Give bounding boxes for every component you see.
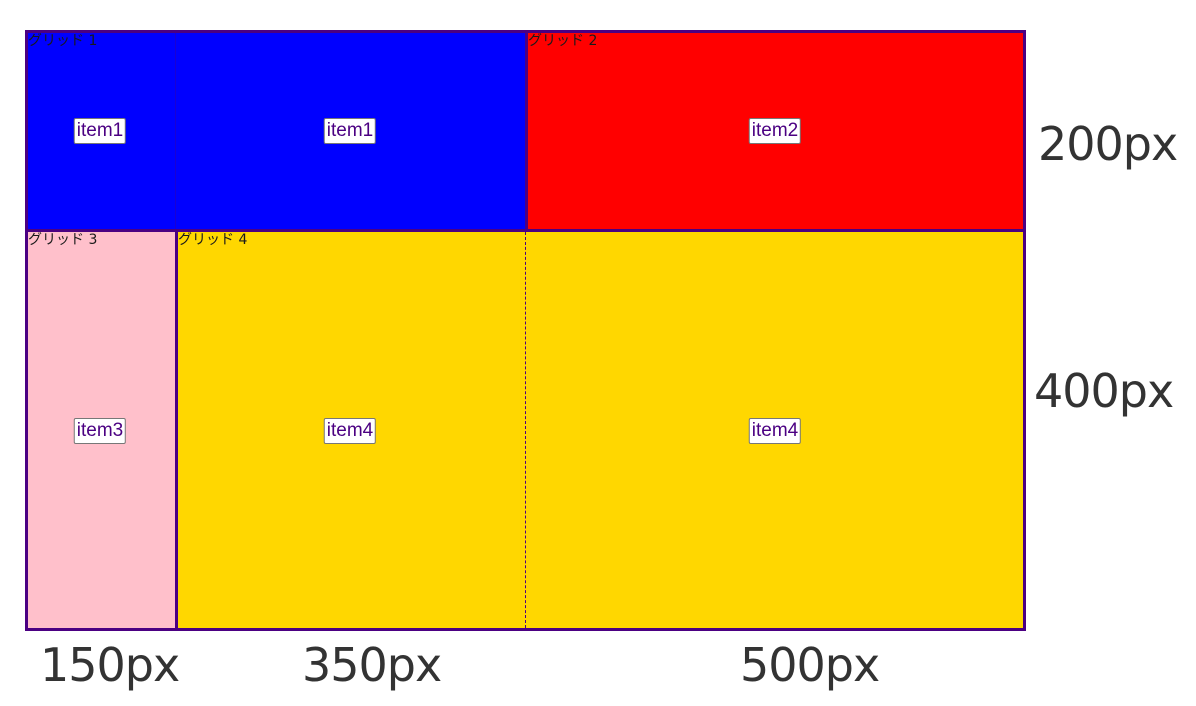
item-label-4: item4 — [748, 418, 802, 444]
item-label-2: item2 — [748, 118, 802, 144]
item-label-4: item4 — [323, 418, 377, 444]
grid-area-2-label: グリッド 2 — [528, 33, 598, 49]
grid-area-4-label: グリッド 4 — [178, 232, 248, 248]
grid-area-2: グリッド 2 — [525, 30, 1026, 232]
column-track-line — [175, 33, 176, 229]
grid-area-4: グリッド 4 — [175, 229, 1026, 631]
column-size-label: 350px — [302, 638, 442, 692]
grid-area-1-label: グリッド 1 — [28, 33, 98, 49]
item-label-3: item3 — [73, 418, 127, 444]
item-label-1: item1 — [73, 118, 127, 144]
row-size-label: 400px — [1034, 364, 1174, 418]
column-size-label: 150px — [40, 638, 180, 692]
row-size-label: 200px — [1038, 117, 1178, 171]
item-label-1: item1 — [323, 118, 377, 144]
column-track-line-dashed — [525, 232, 526, 628]
grid-area-3-label: グリッド 3 — [28, 232, 98, 248]
column-size-label: 500px — [740, 638, 880, 692]
